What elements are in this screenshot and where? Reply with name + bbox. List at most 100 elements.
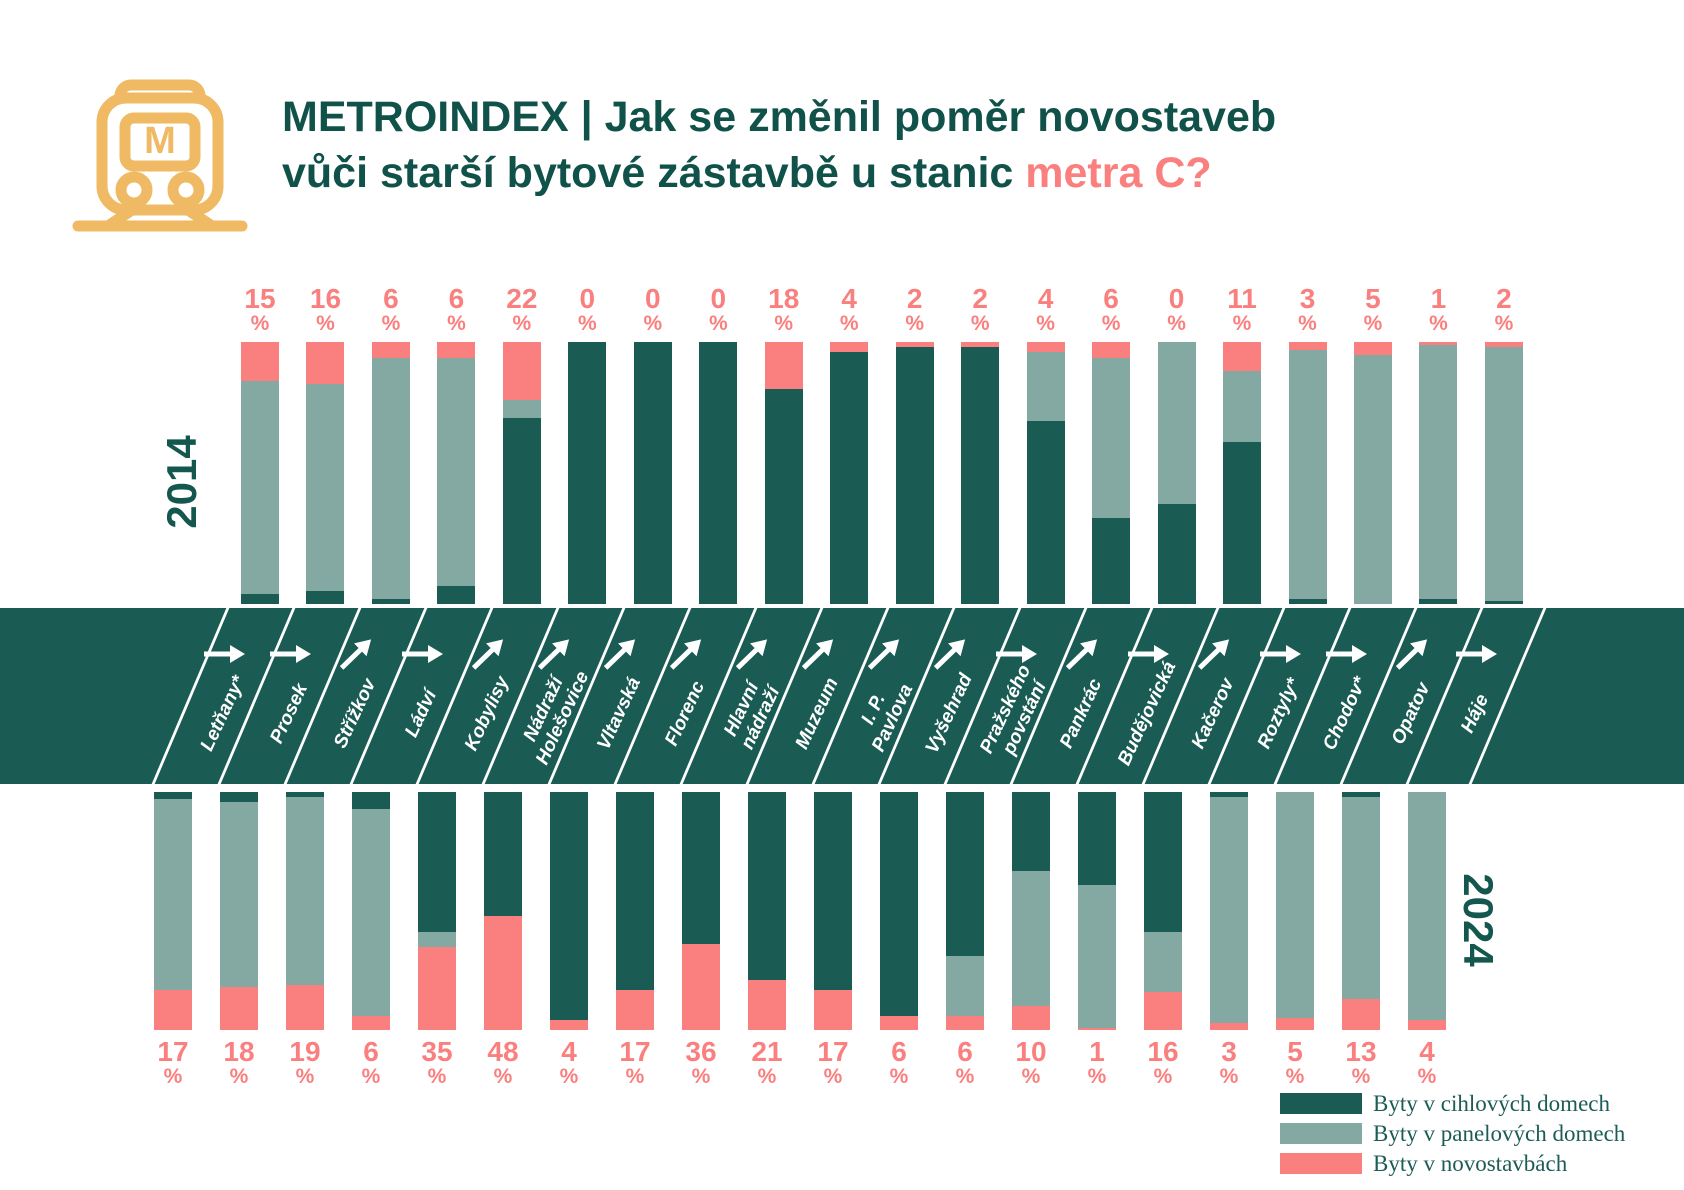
percent-value: 3 <box>1299 283 1316 314</box>
percent-sign: % <box>757 1065 777 1088</box>
percent-label-2024: 35% <box>421 1038 452 1088</box>
percent-value: 13 <box>1345 1036 1377 1067</box>
station-cell-content: Hlavní nádraží <box>720 608 784 784</box>
station-column-2014: 4% <box>1026 272 1066 604</box>
station-cell-content: Ládví <box>390 608 453 784</box>
station-cell: Florenc <box>613 608 755 784</box>
stacked-bar-2024 <box>616 792 654 1030</box>
arrow-up-right-icon <box>925 629 975 678</box>
bar-segment <box>154 792 192 800</box>
percent-label-2024: 6% <box>955 1038 975 1088</box>
station-column-2014: 1% <box>1418 272 1458 604</box>
percent-value: 6 <box>448 283 465 314</box>
percent-value: 6 <box>1103 283 1119 314</box>
station-column-2024: 6% <box>945 792 985 1098</box>
bar-segment <box>1419 598 1458 604</box>
legend-item: Byty v cihlových domech <box>1280 1092 1625 1115</box>
year-label-2014: 2014 <box>158 435 205 529</box>
station-cell-content: Budějovická <box>1113 608 1180 784</box>
bar-segment <box>241 593 279 604</box>
percent-sign: % <box>1219 1065 1239 1088</box>
bar-segment <box>1210 1022 1248 1030</box>
bar-segment <box>371 342 410 358</box>
station-cell: Vltavská <box>547 608 689 784</box>
stacked-bar-2024 <box>880 792 918 1030</box>
percent-sign: % <box>512 312 532 335</box>
bar-segment <box>1276 792 1314 1019</box>
stacked-bar-2024 <box>814 792 852 1030</box>
percent-sign: % <box>955 1065 975 1088</box>
percent-label-2024: 4% <box>1418 1038 1437 1088</box>
percent-sign: % <box>493 1065 513 1088</box>
percent-sign: % <box>295 1065 315 1088</box>
station-column-2024: 18% <box>219 792 259 1098</box>
bar-segment <box>220 801 258 988</box>
station-column-2014: 11% <box>1222 272 1262 604</box>
percent-value: 22 <box>506 283 538 314</box>
bar-segment <box>1026 342 1065 353</box>
stacked-bar-2014 <box>895 342 934 604</box>
percent-label-2014: 2% <box>1495 272 1514 335</box>
bar-segment <box>682 944 720 1030</box>
percent-label-2014: 0% <box>578 272 597 335</box>
percent-sign: % <box>578 312 597 335</box>
bar-segment <box>437 342 476 358</box>
station-cell-content: Florenc <box>654 608 717 784</box>
stacked-bar-2014 <box>371 342 410 604</box>
bar-segment <box>880 792 918 1016</box>
station-cell: Roztyly* <box>1207 608 1349 784</box>
bar-segment <box>550 1020 588 1030</box>
station-column-2024: 1% <box>1077 792 1117 1098</box>
percent-value: 17 <box>157 1036 189 1067</box>
percent-value: 0 <box>1168 283 1185 314</box>
percent-label-2014: 6% <box>382 272 401 335</box>
station-column-2014: 6% <box>436 272 476 604</box>
station-column-2014: 4% <box>829 272 869 604</box>
bar-segment <box>1092 517 1131 604</box>
percent-label-2024: 36% <box>685 1038 716 1088</box>
station-column-2014: 6% <box>1091 272 1131 604</box>
title-highlight: metra C? <box>1025 148 1212 197</box>
percent-sign: % <box>905 312 925 335</box>
station-column-2024: 5% <box>1275 792 1315 1098</box>
bar-segment <box>1012 870 1050 1007</box>
metro-line-band: Letňany* Prosek Střížkov Ládví Kobylisy Nádra… <box>0 608 1684 784</box>
percent-sign: % <box>1232 312 1252 335</box>
station-column-2024: 6% <box>879 792 919 1098</box>
legend-swatch <box>1280 1153 1362 1174</box>
percent-label-2024: 17% <box>817 1038 848 1088</box>
station-name: Ládví <box>400 686 441 741</box>
bar-segment <box>616 792 654 990</box>
year-label-2024: 2024 <box>1455 873 1502 967</box>
bar-segment <box>1342 792 1380 797</box>
percent-value: 21 <box>751 1036 783 1067</box>
arrow-right-icon <box>267 642 313 666</box>
percent-sign: % <box>316 312 335 335</box>
stacked-bar-2014 <box>1353 342 1392 604</box>
bar-segment <box>946 1015 984 1030</box>
legend-swatch <box>1280 1093 1362 1114</box>
bar-segment <box>1223 441 1262 604</box>
bar-segment <box>880 1015 918 1030</box>
bar-segment <box>1157 504 1196 604</box>
percent-label-2014: 0% <box>1167 272 1186 335</box>
legend-item: Byty v panelových domech <box>1280 1122 1625 1145</box>
percent-value: 5 <box>1365 283 1381 314</box>
bar-segment <box>682 792 720 945</box>
station-column-2014: 22% <box>502 272 542 604</box>
station-cell: Háje <box>1405 608 1547 784</box>
percent-sign: % <box>774 312 794 335</box>
percent-sign: % <box>691 1065 711 1088</box>
station-column-2024: 6% <box>351 792 391 1098</box>
page-title: METROINDEX | Jak se změnil poměr novosta… <box>282 90 1482 202</box>
percent-label-2024: 16% <box>1147 1038 1178 1088</box>
bar-segment <box>830 342 869 353</box>
bar-segment <box>1288 598 1327 604</box>
percent-value: 48 <box>487 1036 519 1067</box>
bar-segment <box>1408 792 1446 1021</box>
stacked-bar-2014 <box>1484 342 1523 604</box>
percent-value: 2 <box>1496 283 1512 314</box>
arrow-up-right-icon <box>661 629 711 678</box>
bar-segment <box>961 347 1000 604</box>
arrow-up-right-icon <box>595 629 645 678</box>
